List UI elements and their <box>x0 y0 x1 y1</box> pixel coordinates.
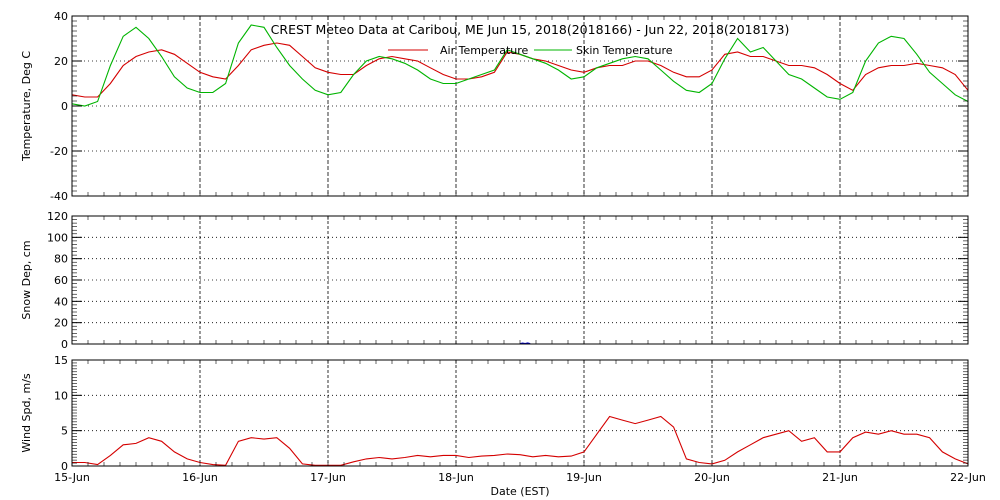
y-tick-label: 0 <box>61 100 68 113</box>
y-tick-label: 80 <box>54 253 68 266</box>
legend-label: Air Temperature <box>440 44 529 57</box>
y-tick-label: 120 <box>47 210 68 223</box>
plot-frame <box>71 359 969 467</box>
y-tick-label: 0 <box>61 460 68 473</box>
y-tick-label: 15 <box>54 354 68 367</box>
y-tick-label: 20 <box>54 55 68 68</box>
legend-label: Skin Temperature <box>576 44 673 57</box>
ticks-layer <box>72 15 968 467</box>
series-line <box>72 415 969 466</box>
x-tick-label: 19-Jun <box>566 471 602 484</box>
x-tick-label: 22-Jun <box>950 471 986 484</box>
x-tick-label: 20-Jun <box>694 471 730 484</box>
y-tick-label: 20 <box>54 317 68 330</box>
series-line <box>71 24 969 107</box>
x-tick-label: 18-Jun <box>438 471 474 484</box>
x-axis-label: Date (EST) <box>490 485 549 498</box>
x-tick-label: 16-Jun <box>182 471 218 484</box>
y-axis-label: Temperature, Deg C <box>20 51 33 162</box>
y-axis-label: Wind Spd, m/s <box>20 373 33 453</box>
y-tick-label: 0 <box>61 338 68 351</box>
y-tick-label: 60 <box>54 274 68 287</box>
y-tick-label: 100 <box>47 231 68 244</box>
y-tick-label: -40 <box>50 190 68 203</box>
y-tick-label: 10 <box>54 389 68 402</box>
x-tick-label: 17-Jun <box>310 471 346 484</box>
text-layer: -40 -20 0 20 40 Temperature, Deg C 0 20 40 60 80 10… <box>20 10 986 498</box>
y-tick-label: 40 <box>54 295 68 308</box>
grid-layer <box>72 16 968 466</box>
y-tick-label: -20 <box>50 145 68 158</box>
y-tick-label: 40 <box>54 10 68 23</box>
series-layer <box>71 24 969 466</box>
y-tick-label: 5 <box>61 425 68 438</box>
y-axis-label: Snow Dep, cm <box>20 240 33 319</box>
x-tick-label: 15-Jun <box>54 471 90 484</box>
chart-title: CREST Meteo Data at Caribou, ME Jun 15, … <box>271 22 790 37</box>
frames-layer <box>71 15 969 467</box>
x-tick-label: 21-Jun <box>822 471 858 484</box>
